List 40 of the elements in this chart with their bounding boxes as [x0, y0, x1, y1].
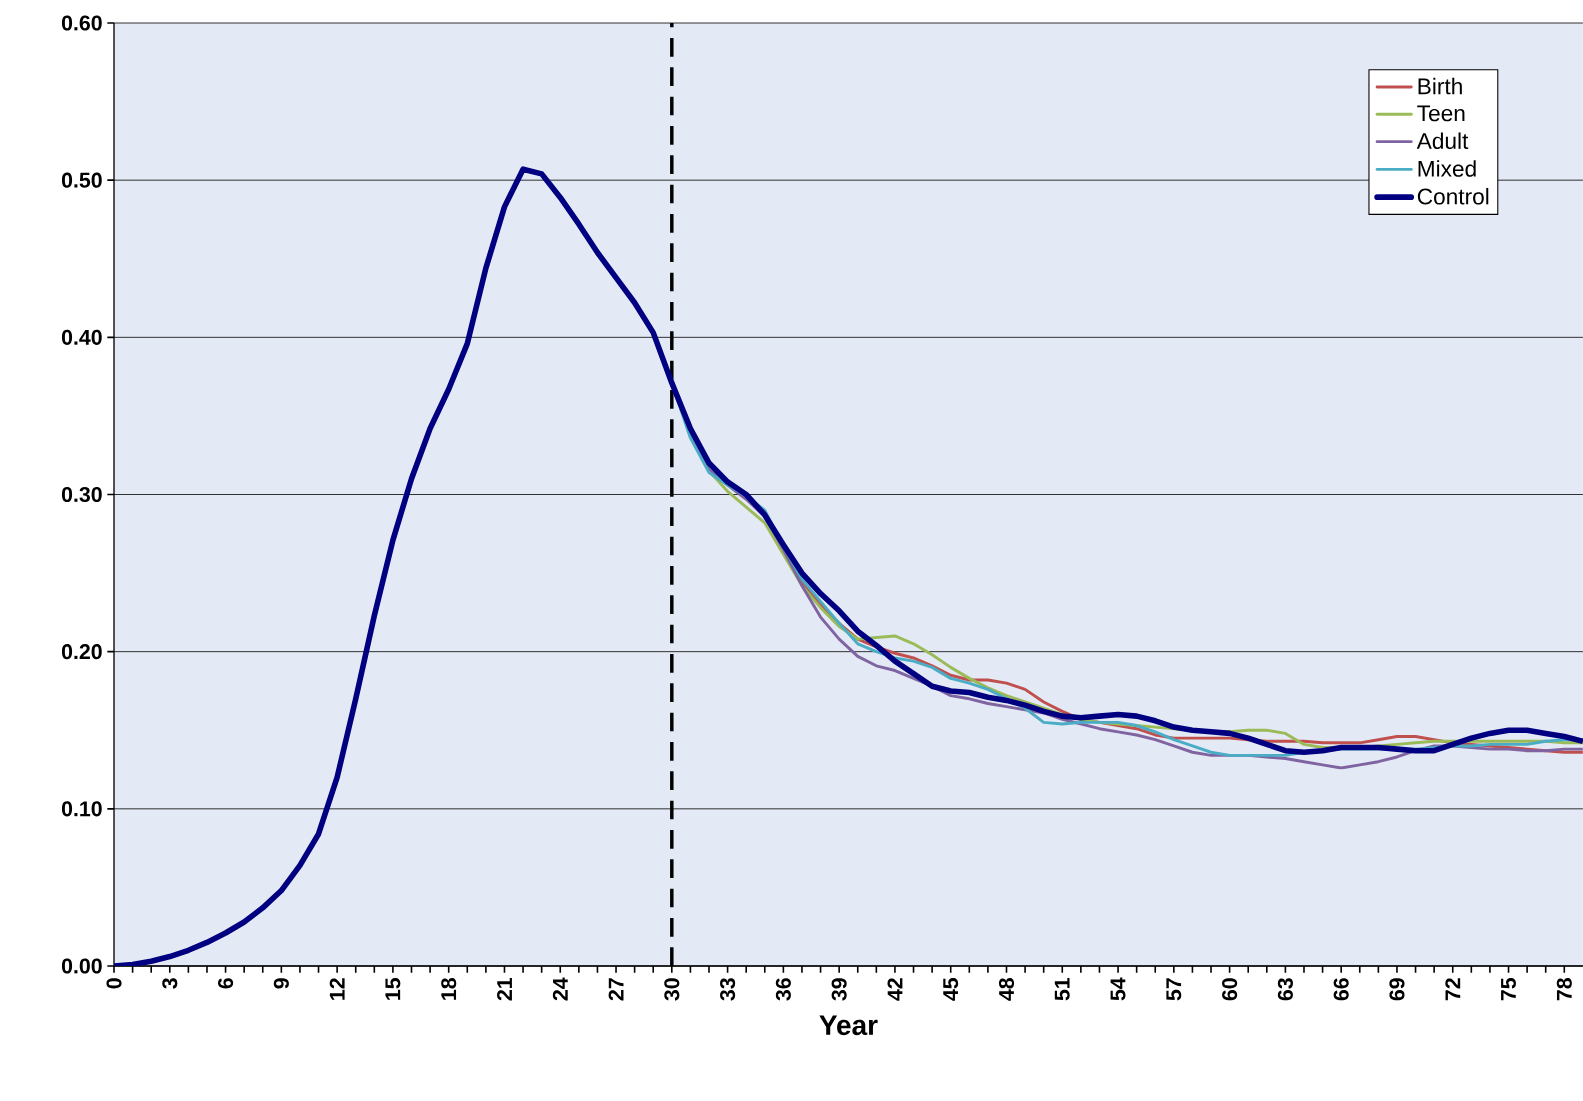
x-tick-label: 3	[162, 978, 178, 989]
x-tick-label: 39	[831, 978, 847, 1001]
y-tick-label: 0.50	[61, 172, 102, 188]
x-tick-label: 69	[1389, 978, 1405, 1001]
x-tick-label: 27	[608, 978, 624, 1001]
x-tick-label: 42	[887, 978, 903, 1001]
x-tick-label: 48	[998, 978, 1015, 1001]
x-tick-label: 57	[1166, 978, 1182, 1001]
x-tick-label: 9	[273, 978, 289, 989]
x-tick-label: 78	[1556, 978, 1572, 1001]
legend-label: Adult	[1416, 132, 1469, 150]
x-tick-label: 63	[1277, 978, 1293, 1001]
x-tick-label: 60	[1222, 978, 1238, 1001]
x-tick-label: 24	[552, 977, 568, 1001]
x-tick-label: 18	[441, 978, 457, 1000]
y-tick-label: 0.10	[61, 801, 102, 817]
y-tick-label: 0.30	[61, 486, 102, 503]
x-tick-label: 0	[106, 978, 122, 989]
x-tick-label: 33	[720, 978, 736, 1001]
x-tick-label: 72	[1445, 978, 1461, 1001]
x-tick-label: 51	[1054, 977, 1070, 1001]
x-tick-label: 12	[329, 978, 345, 1000]
x-tick-label: 75	[1501, 977, 1516, 1001]
legend-label: Mixed	[1418, 160, 1476, 177]
legend-label: Teen	[1417, 105, 1465, 122]
legend-label: Birth	[1418, 77, 1462, 95]
x-tick-label: 21	[497, 977, 512, 1001]
x-tick-label: 30	[664, 978, 680, 1001]
x-tick-label: 36	[775, 978, 791, 1001]
x-tick-label: 45	[943, 977, 959, 1001]
x-tick-label: 6	[218, 978, 234, 989]
y-tick-label: 0.00	[61, 958, 102, 974]
y-tick-label: 0.60	[61, 15, 102, 31]
y-tick-label: 0.20	[61, 644, 102, 660]
legend-label: Control	[1417, 187, 1489, 205]
x-axis-title: Year	[819, 1015, 878, 1036]
x-tick-label: 15	[385, 977, 401, 1000]
y-tick-label: 0.40	[61, 329, 102, 345]
x-tick-label: 54	[1110, 977, 1126, 1001]
x-tick-label: 66	[1333, 978, 1349, 1001]
